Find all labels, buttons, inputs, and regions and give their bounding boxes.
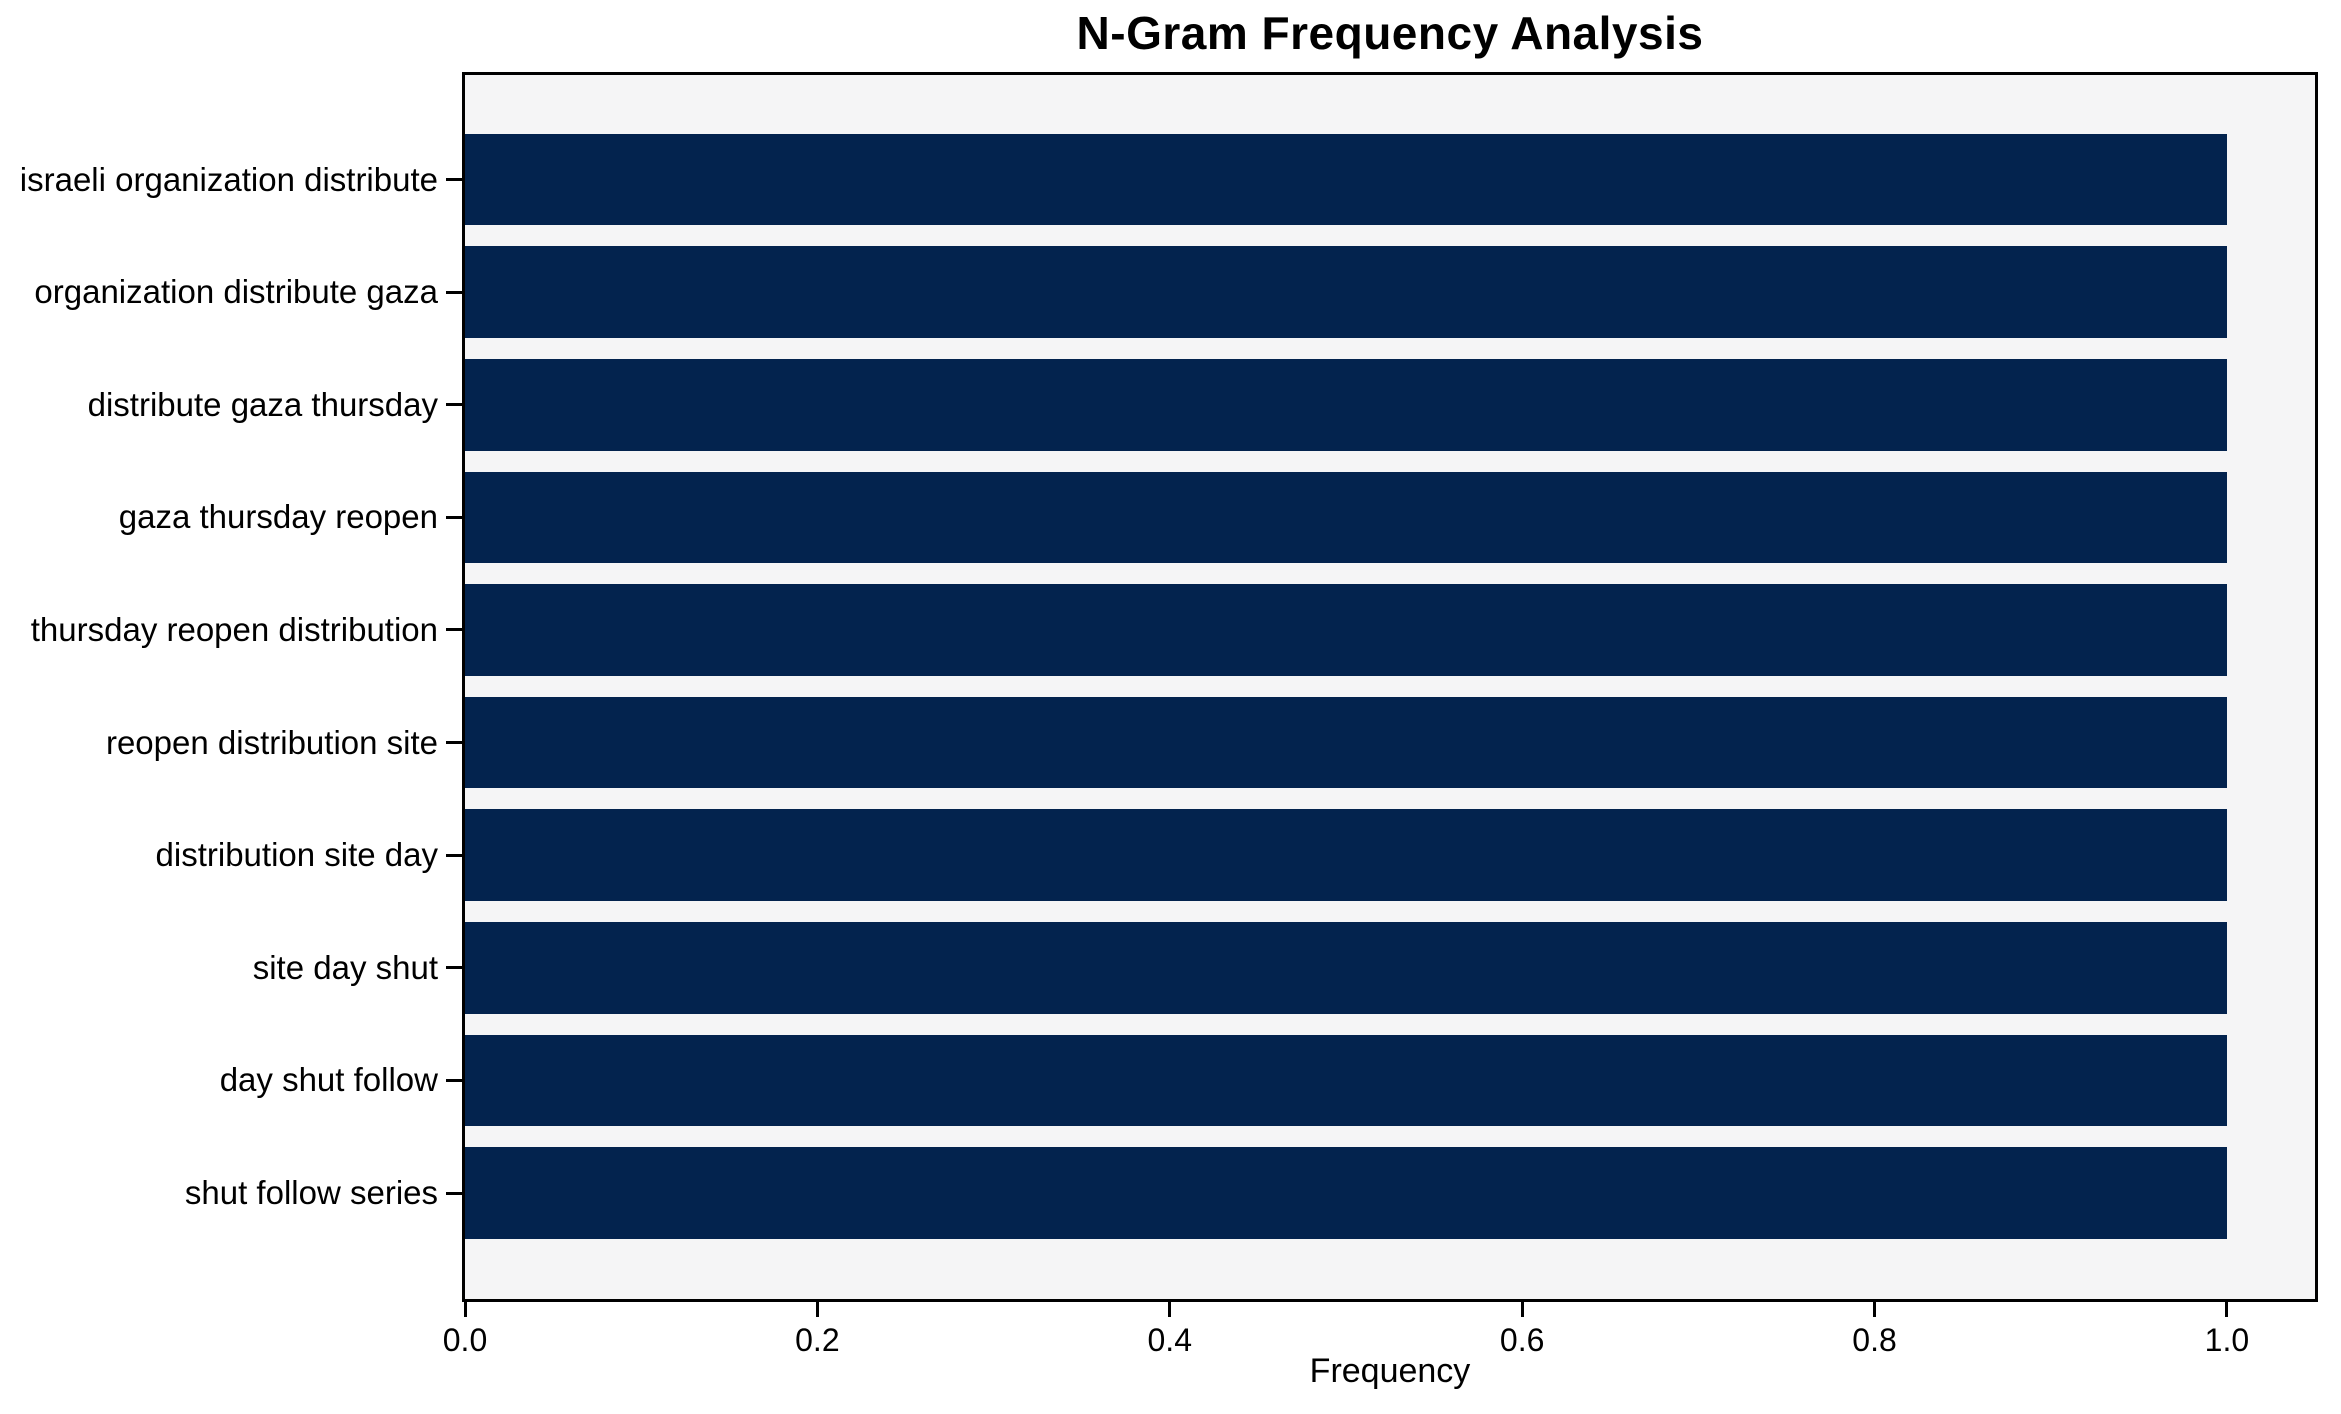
y-tick-mark: [446, 290, 462, 294]
frequency-bar: [465, 471, 2227, 564]
x-tick-mark: [815, 1302, 819, 1317]
y-tick-label: gaza thursday reopen: [118, 498, 438, 536]
y-tick-mark: [446, 515, 462, 519]
frequency-bar: [465, 696, 2227, 789]
frequency-bar: [465, 1034, 2227, 1127]
x-tick-label: 0.4: [1147, 1322, 1192, 1358]
x-tick-mark: [463, 1302, 467, 1317]
y-tick-mark: [446, 1078, 462, 1082]
y-tick-mark: [446, 628, 462, 632]
y-tick-label: shut follow series: [184, 1174, 438, 1211]
plot-area: [462, 72, 2318, 1302]
y-tick-mark: [446, 403, 462, 407]
frequency-bar: [465, 809, 2227, 901]
x-tick-label: 0.2: [795, 1322, 840, 1358]
frequency-bar: [465, 246, 2227, 338]
y-tick-mark: [446, 966, 462, 970]
y-tick-mark: [446, 741, 462, 745]
y-tick-mark: [446, 178, 462, 182]
y-tick-label: israeli organization distribute: [19, 160, 438, 198]
x-tick-label: 0.6: [1499, 1322, 1545, 1358]
frequency-bar: [465, 584, 2227, 676]
frequency-bar: [465, 358, 2227, 451]
y-tick-mark: [446, 1191, 462, 1195]
x-tick-label: 0.0: [442, 1322, 488, 1358]
x-tick-mark: [2225, 1302, 2229, 1317]
y-tick-label: distribution site day: [155, 836, 438, 874]
chart-title: N-Gram Frequency Analysis: [1076, 7, 1704, 59]
x-axis-label: Frequency: [1309, 1352, 1471, 1390]
y-tick-mark: [446, 853, 462, 857]
x-tick-mark: [1168, 1302, 1172, 1317]
y-tick-label: distribute gaza thursday: [87, 385, 438, 423]
y-tick-label: site day shut: [252, 948, 438, 986]
frequency-bar: [465, 1147, 2227, 1239]
y-tick-label: thursday reopen distribution: [30, 610, 438, 648]
y-tick-label: day shut follow: [219, 1061, 438, 1099]
x-tick-mark: [1873, 1302, 1877, 1317]
x-tick-mark: [1520, 1302, 1524, 1317]
frequency-bar: [465, 133, 2227, 226]
y-tick-label: reopen distribution site: [105, 723, 438, 761]
x-tick-label: 1.0: [2204, 1322, 2250, 1358]
frequency-bar: [465, 922, 2227, 1014]
y-tick-label: organization distribute gaza: [34, 273, 438, 311]
x-tick-label: 0.8: [1852, 1322, 1897, 1358]
